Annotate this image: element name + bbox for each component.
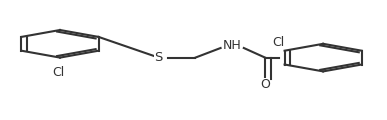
Text: NH: NH	[223, 39, 241, 52]
Text: S: S	[154, 51, 163, 64]
Text: O: O	[260, 78, 270, 90]
Text: Cl: Cl	[273, 36, 285, 49]
Text: Cl: Cl	[52, 66, 64, 78]
